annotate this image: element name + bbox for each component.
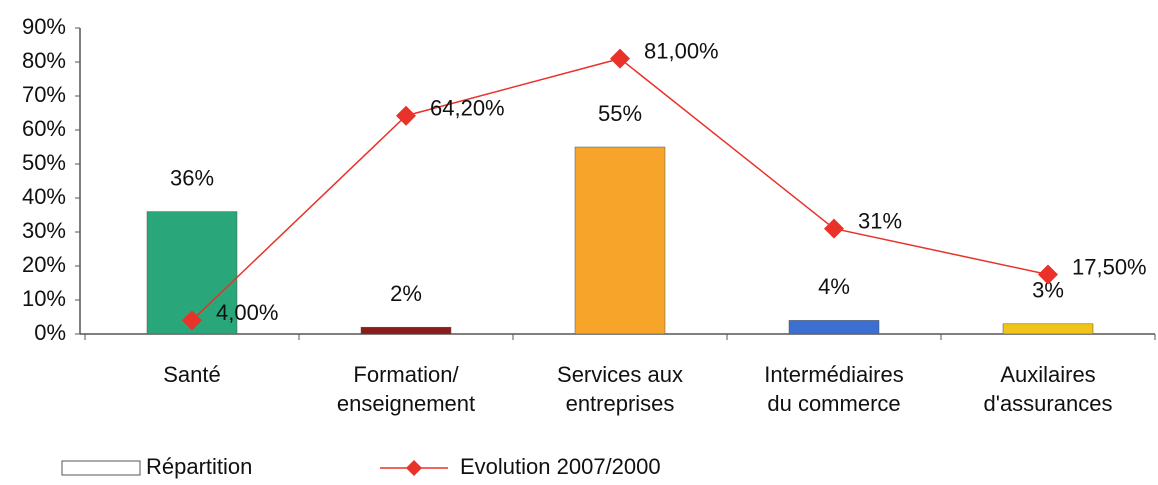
bar-value-label: 2% [390, 281, 422, 306]
bar-value-label: 55% [598, 101, 642, 126]
y-tick-label: 60% [22, 116, 66, 141]
y-tick-label: 80% [22, 48, 66, 73]
line-marker [824, 218, 844, 239]
line-value-label: 81,00% [644, 38, 719, 63]
y-tick-label: 30% [22, 218, 66, 243]
line-value-label: 64,20% [430, 96, 505, 121]
y-tick-label: 90% [22, 14, 66, 39]
line-value-label: 17,50% [1072, 254, 1147, 279]
y-tick-label: 50% [22, 150, 66, 175]
bar-value-label: 36% [170, 165, 214, 190]
bar-value-label: 4% [818, 274, 850, 299]
bar [788, 320, 880, 335]
line-marker [610, 48, 630, 69]
y-tick-label: 20% [22, 252, 66, 277]
y-tick-label: 40% [22, 184, 66, 209]
y-tick-label: 10% [22, 286, 66, 311]
y-tick-label: 0% [34, 320, 66, 345]
x-tick-label: Intermédiaires du commerce [764, 362, 903, 416]
line-marker [182, 310, 202, 331]
legend-marker [406, 460, 422, 476]
bar [360, 326, 452, 335]
line-marker [1038, 264, 1058, 285]
line-value-label: 31% [858, 208, 902, 233]
legend-label: Répartition [146, 454, 252, 479]
bar [1002, 323, 1094, 335]
line-value-label: 4,00% [216, 300, 278, 325]
legend-label: Evolution 2007/2000 [460, 454, 661, 479]
y-tick-label: 70% [22, 82, 66, 107]
x-tick-label: Services aux entreprises [557, 362, 683, 416]
line-marker [396, 105, 416, 126]
x-tick-label: Santé [163, 362, 221, 387]
x-tick-label: Auxilaires d'assurances [984, 362, 1113, 416]
bar [574, 146, 666, 335]
x-tick-label: Formation/enseignement [337, 362, 475, 416]
legend-swatch [61, 460, 141, 476]
